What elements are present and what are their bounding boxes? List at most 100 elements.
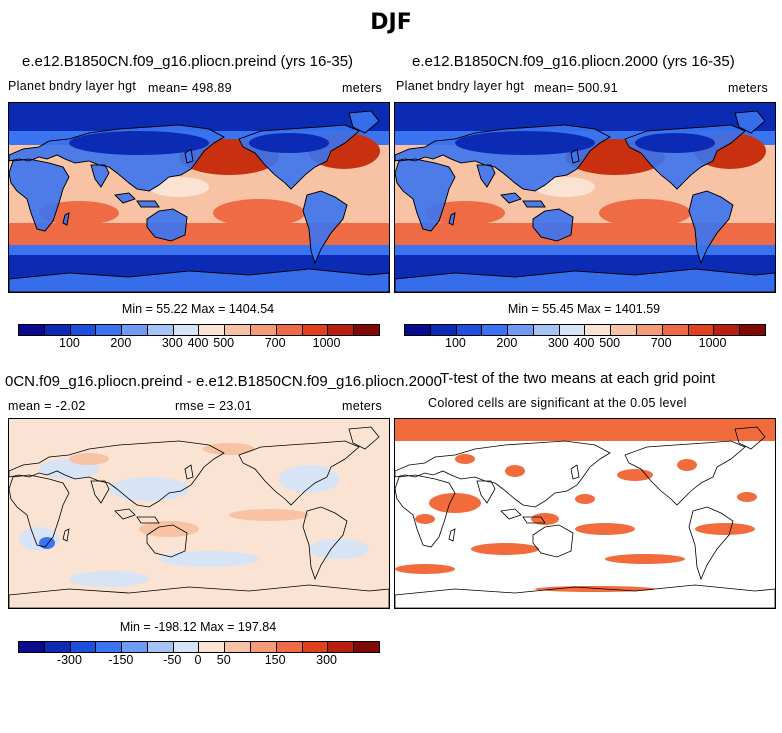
panel3-colorbar	[18, 641, 380, 653]
panel2-colorbar	[404, 324, 766, 336]
colorbar-swatch	[70, 325, 97, 335]
canada-low	[635, 133, 715, 153]
panel3-units: meters	[342, 399, 383, 413]
panel1-colorbar	[18, 324, 380, 336]
colorbar-tick-label: 400	[187, 336, 209, 350]
continent-outline	[146, 524, 188, 558]
canada-low	[249, 133, 329, 153]
colorbar-tick-label: 1000	[698, 336, 727, 350]
panel2-title: e.e12.B1850CN.f09_g16.pliocn.2000 (yrs 1…	[412, 53, 735, 70]
continent-outline	[500, 508, 522, 520]
panel2-units: meters	[728, 81, 769, 95]
colorbar-tick-label: -150	[108, 653, 134, 667]
colorbar-swatch	[405, 325, 431, 335]
continent-outline	[184, 464, 194, 480]
continent-outline	[302, 190, 348, 265]
continent-outline	[9, 268, 389, 292]
panel2-variable: Planet bndry layer hgt	[396, 79, 525, 93]
colorbar-tick-label: 300	[161, 336, 183, 350]
panel2-map	[394, 102, 776, 293]
panel1-map	[8, 102, 390, 293]
negative-anomaly	[109, 477, 189, 501]
positive-anomaly	[229, 509, 309, 521]
colorbar-swatch	[96, 325, 123, 335]
continent-outline	[90, 164, 110, 188]
significant-region	[617, 469, 653, 481]
subtropical-high	[213, 199, 305, 227]
colorbar-swatch	[508, 325, 534, 335]
colorbar-swatch	[533, 325, 560, 335]
map-canvas	[9, 103, 389, 292]
colorbar-tick-label: 300	[316, 653, 337, 667]
colorbar-tick-label: 1000	[312, 336, 341, 350]
significant-region	[677, 459, 697, 471]
colorbar-swatch	[611, 325, 638, 335]
colorbar-swatch	[199, 642, 226, 652]
colorbar-swatch	[225, 325, 252, 335]
continent-outline	[734, 110, 766, 134]
colorbar-swatch	[44, 325, 71, 335]
colorbar-swatch	[147, 325, 174, 335]
subtropical-high	[39, 201, 119, 225]
figure-title: DJF	[370, 10, 412, 35]
significant-region	[575, 494, 595, 504]
subtropical-high	[599, 199, 691, 227]
continent-outline	[184, 148, 194, 164]
continent-outline	[448, 528, 456, 542]
colorbar-tick-label: 700	[264, 336, 286, 350]
negative-anomaly	[69, 571, 149, 587]
colorbar-swatch	[740, 325, 765, 335]
panel1-colorbar-labels: 100 200 300 400 500 700 1000	[18, 336, 378, 352]
significant-region	[575, 523, 635, 535]
continent-outline	[500, 192, 522, 204]
panel4-map	[394, 418, 776, 609]
colorbar-swatch	[19, 642, 45, 652]
colorbar-swatch	[559, 325, 586, 335]
continent-outline	[114, 508, 136, 520]
colorbar-tick-label: 0	[194, 653, 202, 667]
significant-region	[605, 554, 685, 564]
tropical-low	[535, 177, 595, 197]
colorbar-swatch	[302, 325, 329, 335]
colorbar-swatch	[456, 325, 483, 335]
negative-anomaly	[19, 527, 59, 551]
panel1-mean: mean= 498.89	[148, 81, 232, 95]
continent-outline	[688, 190, 734, 265]
significant-region	[695, 523, 755, 535]
panel3-map	[8, 418, 390, 609]
colorbar-swatch	[251, 325, 277, 335]
continent-outline	[395, 440, 611, 508]
colorbar-swatch	[19, 325, 45, 335]
continent-outline	[302, 506, 348, 581]
panel3-colorbar-labels: -300 -150 -50 0 50 150 300	[18, 653, 378, 669]
continent-outline	[522, 200, 546, 208]
colorbar-tick-label: 300	[547, 336, 569, 350]
colorbar-swatch	[96, 642, 123, 652]
colorbar-tick-label: 200	[496, 336, 518, 350]
siberia-low	[69, 131, 209, 155]
colorbar-swatch	[225, 642, 252, 652]
continent-outline	[476, 480, 496, 504]
colorbar-swatch	[328, 325, 355, 335]
significant-region	[395, 564, 455, 574]
continent-outline	[395, 474, 456, 548]
continent-outline	[62, 528, 70, 542]
continent-outline	[9, 440, 225, 508]
continent-outline	[448, 212, 456, 226]
continent-outline	[532, 524, 574, 558]
subtropical-high	[425, 201, 505, 225]
panel1-units: meters	[342, 81, 383, 95]
panel3-minmax: Min = -198.12 Max = 197.84	[119, 620, 277, 634]
continent-outline	[688, 506, 734, 581]
panel3-title: 0CN.f09_g16.pliocn.preind - e.e12.B1850C…	[5, 373, 442, 390]
colorbar-swatch	[276, 325, 303, 335]
continent-outline	[238, 440, 360, 506]
map-canvas	[9, 419, 389, 608]
significant-region	[471, 543, 539, 555]
map-background	[395, 419, 775, 608]
colorbar-swatch	[147, 642, 174, 652]
continent-outline	[114, 192, 136, 204]
siberia-low	[455, 131, 595, 155]
colorbar-swatch	[714, 325, 741, 335]
colorbar-swatch	[173, 325, 200, 335]
